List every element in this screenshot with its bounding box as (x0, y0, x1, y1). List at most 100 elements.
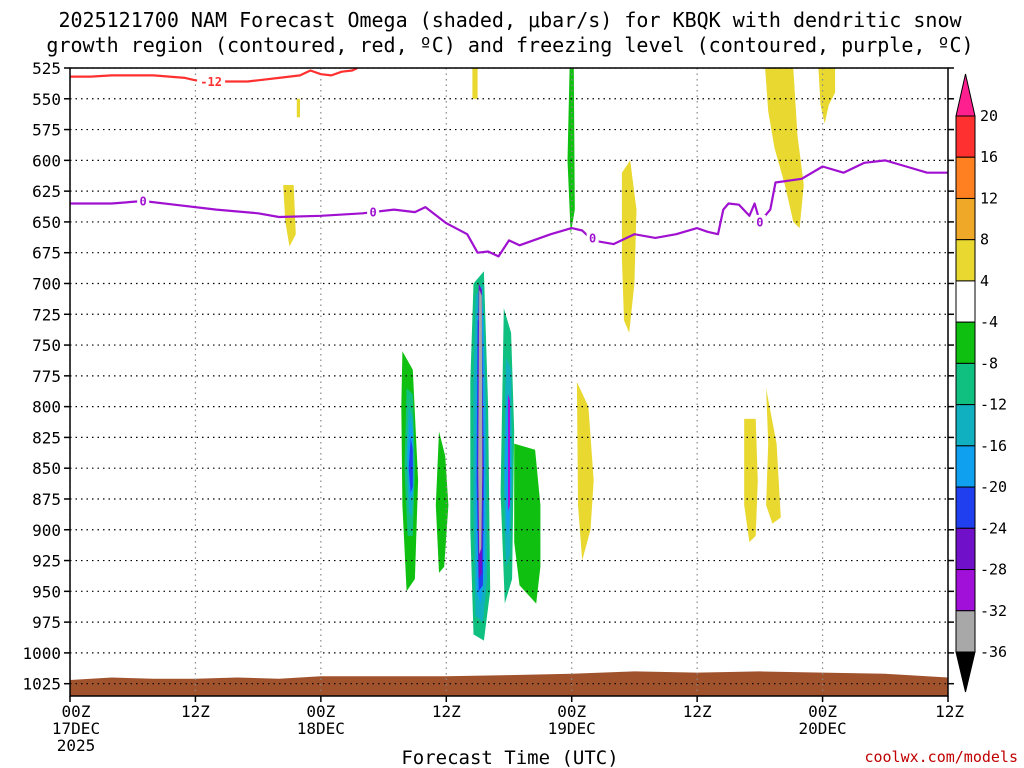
omega-shading (478, 289, 483, 555)
omega-shading (766, 388, 781, 524)
contour-line (70, 68, 358, 83)
y-tick-label: 575 (32, 121, 61, 140)
y-tick-label: 600 (32, 151, 61, 170)
colorbar-segment (955, 610, 976, 653)
x-tick-label: 00Z (62, 702, 91, 721)
y-tick-label: 625 (32, 182, 61, 201)
colorbar-segment (955, 197, 976, 241)
x-tick-label: 20DEC (798, 719, 846, 738)
x-tick-label: 12Z (935, 702, 964, 721)
y-tick-label: 525 (32, 59, 61, 78)
terrain (70, 671, 948, 696)
contour-label-bg (137, 193, 150, 208)
x-tick-label: 18DEC (297, 719, 345, 738)
colorbar-segment (955, 445, 976, 488)
colorbar-segment (955, 156, 976, 199)
y-axis: 525 550 575 600 625 650 675 700 725 750 775 800 825 8… (22, 59, 954, 694)
contour-line (70, 159, 948, 258)
colorbar-label: -36 (980, 643, 1007, 661)
colorbar-segment (955, 362, 976, 406)
colorbar-segment (955, 115, 976, 158)
x-tick-label: 19DEC (548, 719, 596, 738)
colorbar-bottom-arrow (955, 651, 976, 693)
colorbar-label: -28 (980, 561, 1007, 579)
colorbar-segment (955, 486, 976, 529)
x-tick-label: 00Z (808, 702, 837, 721)
omega-shading (576, 382, 594, 561)
y-tick-label: 825 (32, 428, 61, 447)
omega-shading (508, 394, 510, 512)
chart-title-line1: 2025121700 NAM Forecast Omega (shaded, μ… (58, 8, 962, 32)
y-tick-label: 975 (32, 613, 61, 632)
omega-shading (408, 437, 413, 493)
omega-shading (435, 431, 449, 573)
omega-shading (472, 68, 478, 99)
colorbar-segment (955, 321, 976, 364)
colorbar-label: -4 (980, 313, 998, 331)
contour-label-bg (586, 230, 599, 245)
colorbar-segment (955, 569, 976, 612)
colorbar-segment (955, 527, 976, 571)
y-tick-label: 775 (32, 367, 61, 386)
colorbar-segment (955, 404, 976, 447)
credit-text: coolwx.com/models (864, 748, 1018, 766)
colorbar-label: 12 (980, 189, 998, 207)
contour-label: -12 (200, 75, 222, 89)
omega-shading (621, 160, 637, 333)
x-tick-label: 00Z (557, 702, 586, 721)
colorbar-label: -32 (980, 602, 1007, 620)
omega-shading (744, 418, 758, 543)
colorbar-segment (955, 280, 976, 323)
y-tick-label: 925 (32, 552, 61, 571)
x-tick-label: 12Z (432, 702, 461, 721)
colorbar-segment (955, 239, 976, 282)
x-tick-label: 2025 (57, 736, 96, 755)
y-tick-label: 800 (32, 398, 61, 417)
colorbar-label: -24 (980, 519, 1007, 537)
colorbar-label: -16 (980, 437, 1007, 455)
colorbar-label: 20 (980, 107, 998, 125)
y-tick-label: 650 (32, 213, 61, 232)
plot-frame (69, 67, 949, 697)
y-tick-label: 900 (32, 521, 61, 540)
omega-shading (296, 98, 300, 118)
y-tick-label: 700 (32, 274, 61, 293)
x-tick-label: 00Z (306, 702, 335, 721)
y-tick-label: 950 (32, 582, 61, 601)
contour-label-bg (753, 214, 766, 229)
y-tick-label: 675 (32, 244, 61, 263)
y-tick-label: 1025 (22, 675, 61, 694)
contour-label-bg (197, 74, 226, 89)
plot-area: -12 0 0 0 0 (69, 67, 949, 697)
omega-shading (818, 68, 836, 124)
contour-label: 0 (140, 194, 147, 208)
omega-shading (292, 375, 302, 506)
contour-label: 0 (370, 206, 377, 220)
contour-label-bg (367, 205, 380, 220)
colorbar-top-arrow (955, 73, 976, 117)
colorbar-label: 8 (980, 231, 989, 249)
y-tick-label: 850 (32, 459, 61, 478)
colorbar-label: 4 (980, 272, 989, 290)
colorbar-label: -20 (980, 478, 1007, 496)
colorbar-label: -8 (980, 354, 998, 372)
y-tick-label: 750 (32, 336, 61, 355)
omega-shading (765, 68, 804, 229)
colorbar-label: -12 (980, 396, 1007, 414)
omega-shading (549, 148, 560, 370)
colorbar: 20 16 12 8 4 -4 -8 -12 -16 -20 -24 -28 -32 -36 (955, 73, 1007, 693)
colorbar-label: 16 (980, 148, 998, 166)
y-tick-label: 725 (32, 305, 61, 324)
y-tick-label: 875 (32, 490, 61, 509)
contour-label: 0 (756, 215, 763, 229)
y-tick-label: 1000 (22, 644, 61, 663)
omega-shading (514, 443, 541, 604)
contour-label: 0 (589, 231, 596, 245)
x-axis-label: Forecast Time (UTC) (401, 747, 618, 768)
x-tick-label: 12Z (683, 702, 712, 721)
y-tick-label: 550 (32, 90, 61, 109)
x-tick-label: 12Z (181, 702, 210, 721)
chart-title-line2: growth region (contoured, red, ºC) and f… (46, 33, 973, 57)
